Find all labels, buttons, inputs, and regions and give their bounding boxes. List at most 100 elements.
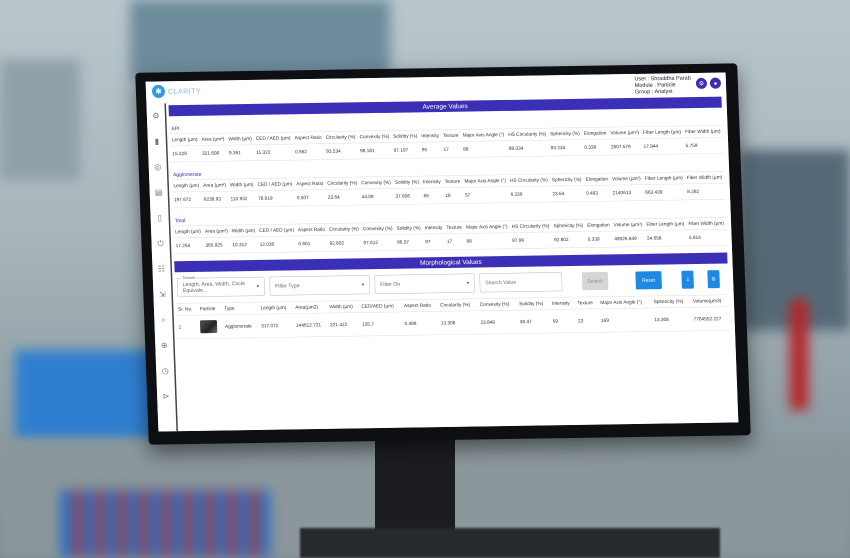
cell: 0.338 bbox=[582, 139, 610, 156]
cell: 13.308 bbox=[438, 310, 479, 335]
cell: 24.658 bbox=[644, 229, 688, 247]
column-header: Sphericity (%) bbox=[547, 127, 583, 141]
search-button[interactable]: Search bbox=[581, 271, 609, 291]
texture-select[interactable]: Texture Length, Area, Width, Circle Equiv… bbox=[176, 275, 266, 298]
filter-on-label: Filter On bbox=[380, 281, 401, 288]
profile-icon[interactable]: ● bbox=[709, 77, 722, 89]
cell: 360.925 bbox=[203, 237, 231, 254]
cell: 93.234 bbox=[323, 143, 359, 160]
cell: 2607.579 bbox=[608, 138, 642, 156]
column-header: Circularity (%) bbox=[323, 131, 358, 144]
sidebar-list-icon[interactable]: ☷ bbox=[157, 264, 166, 274]
cell: 1 bbox=[176, 315, 199, 339]
cell: 78.919 bbox=[255, 190, 296, 207]
cell: 0.661 bbox=[296, 235, 328, 253]
column-header: Solidity (%) bbox=[394, 222, 423, 235]
reset-button[interactable]: Reset bbox=[635, 271, 662, 290]
keyboard bbox=[300, 528, 720, 558]
cell: 317.072 bbox=[258, 313, 295, 338]
chevron-down-icon: ▾ bbox=[466, 280, 470, 287]
group-name: Group : Analyst bbox=[634, 88, 673, 95]
cell: 66 bbox=[421, 187, 444, 205]
column-header: Volume (µm³) bbox=[608, 126, 642, 140]
sidebar-file-icon[interactable]: ▯ bbox=[157, 213, 162, 223]
cell: 221.422 bbox=[327, 312, 361, 337]
chevron-down-icon: ▾ bbox=[361, 281, 365, 288]
column-header: Intensity bbox=[420, 175, 443, 189]
column-header: Fiber Length (µm) bbox=[640, 125, 684, 139]
cell: 135.7 bbox=[359, 311, 404, 337]
settings-icon[interactable]: ⚙ bbox=[695, 77, 708, 89]
cell: 6238.93 bbox=[201, 191, 229, 208]
sidebar-dashboard-icon[interactable]: ⚙ bbox=[152, 111, 160, 121]
column-header: Area(µm2) bbox=[293, 301, 328, 314]
filter-on-select[interactable]: Filter On ▾ bbox=[374, 273, 475, 295]
column-header: Fiber Width (µm) bbox=[684, 171, 725, 184]
cell: 98.181 bbox=[357, 142, 393, 160]
sidebar-clock-icon[interactable]: ◷ bbox=[161, 366, 169, 376]
column-header: Fiber Length (µm) bbox=[642, 171, 685, 185]
sidebar-export-icon[interactable]: ⇲ bbox=[158, 290, 166, 299]
download-icon[interactable]: ⇩ bbox=[681, 270, 694, 289]
particle-thumbnail[interactable] bbox=[200, 320, 218, 334]
background-shelf bbox=[0, 60, 80, 180]
cell: 96.57 bbox=[394, 234, 424, 251]
cell: 197.672 bbox=[171, 191, 203, 208]
cell: 37.606 bbox=[393, 188, 422, 205]
column-header: Fiber Width (µm) bbox=[682, 125, 723, 138]
column-header: Texture bbox=[442, 175, 463, 188]
cell: 49026.849 bbox=[611, 230, 646, 248]
sidebar-power-icon[interactable]: ⏻ bbox=[157, 239, 164, 248]
sidebar-settings-icon[interactable]: ◎ bbox=[154, 162, 162, 172]
column-header: Circularity (%) bbox=[326, 223, 362, 236]
sidebar-document-icon[interactable]: ▮ bbox=[154, 137, 160, 146]
filter-type-label: Filter Type bbox=[275, 282, 300, 290]
cell: 5.814 bbox=[686, 229, 727, 246]
filter-type-select[interactable]: Filter Type ▾ bbox=[269, 275, 371, 296]
monitor-stand bbox=[375, 435, 455, 535]
column-header: Sphericity (%) bbox=[551, 219, 586, 233]
cell: 8.282 bbox=[684, 183, 726, 200]
cell: 10.312 bbox=[230, 236, 259, 254]
column-header: Length (µm) bbox=[169, 133, 200, 147]
cell: 93.234 bbox=[548, 139, 583, 157]
cell: 9.361 bbox=[226, 144, 255, 162]
cell: 44.09 bbox=[359, 188, 394, 206]
cell: 6.339 bbox=[508, 186, 551, 203]
cell: 17.944 bbox=[641, 137, 684, 155]
column-header: Intensity bbox=[422, 221, 445, 235]
cell: 95 bbox=[419, 141, 442, 159]
cell: 110.932 bbox=[228, 190, 257, 208]
average-group: API Length (µm) Area (µm²) Width (µm) CED / … bbox=[169, 113, 724, 163]
column-header: Convexity (%) bbox=[359, 176, 394, 190]
cell: 0.339 bbox=[585, 231, 613, 248]
column-header: CED / AED (µm) bbox=[253, 132, 293, 145]
cell: 97 bbox=[422, 233, 446, 251]
sidebar-search-icon[interactable]: ⌕ bbox=[160, 315, 166, 325]
search-input[interactable] bbox=[479, 272, 563, 293]
cell: 663.439 bbox=[642, 183, 686, 201]
column-header: HS Circularity (%) bbox=[507, 174, 551, 187]
sidebar-next-icon[interactable]: ⊳ bbox=[162, 392, 170, 401]
column-header: Aspect Ratio bbox=[294, 177, 326, 191]
texture-value: Length, Area, Width, Circle Equivale... bbox=[182, 280, 246, 294]
cell: 15.329 bbox=[169, 145, 201, 163]
cell: 169 bbox=[598, 307, 653, 333]
column-header: Intensity bbox=[549, 297, 576, 310]
cell: 23.64 bbox=[550, 185, 585, 203]
cell: 57 bbox=[462, 186, 509, 204]
cell: 92.802 bbox=[327, 235, 362, 252]
average-group: Total Length (µm) Area (µm²) Width (µm) CED … bbox=[172, 205, 727, 255]
cell: 0.499 bbox=[402, 311, 440, 336]
sidebar-zoom-icon[interactable]: ⊕ bbox=[160, 341, 168, 350]
column-header: Convexity (%) bbox=[357, 130, 392, 144]
sidebar-report-icon[interactable]: ▤ bbox=[154, 188, 163, 198]
column-header: Elongation bbox=[585, 219, 612, 232]
column-header: Major Axis Angle (°) bbox=[598, 295, 652, 309]
column-header: Area (µm²) bbox=[199, 133, 227, 146]
column-header: Width (µm) bbox=[327, 300, 360, 314]
settings-icon[interactable]: ⚙ bbox=[707, 270, 720, 289]
background-tubes bbox=[60, 490, 270, 558]
cell: 12.036 bbox=[257, 236, 297, 253]
cell: 87.96 bbox=[509, 232, 553, 249]
